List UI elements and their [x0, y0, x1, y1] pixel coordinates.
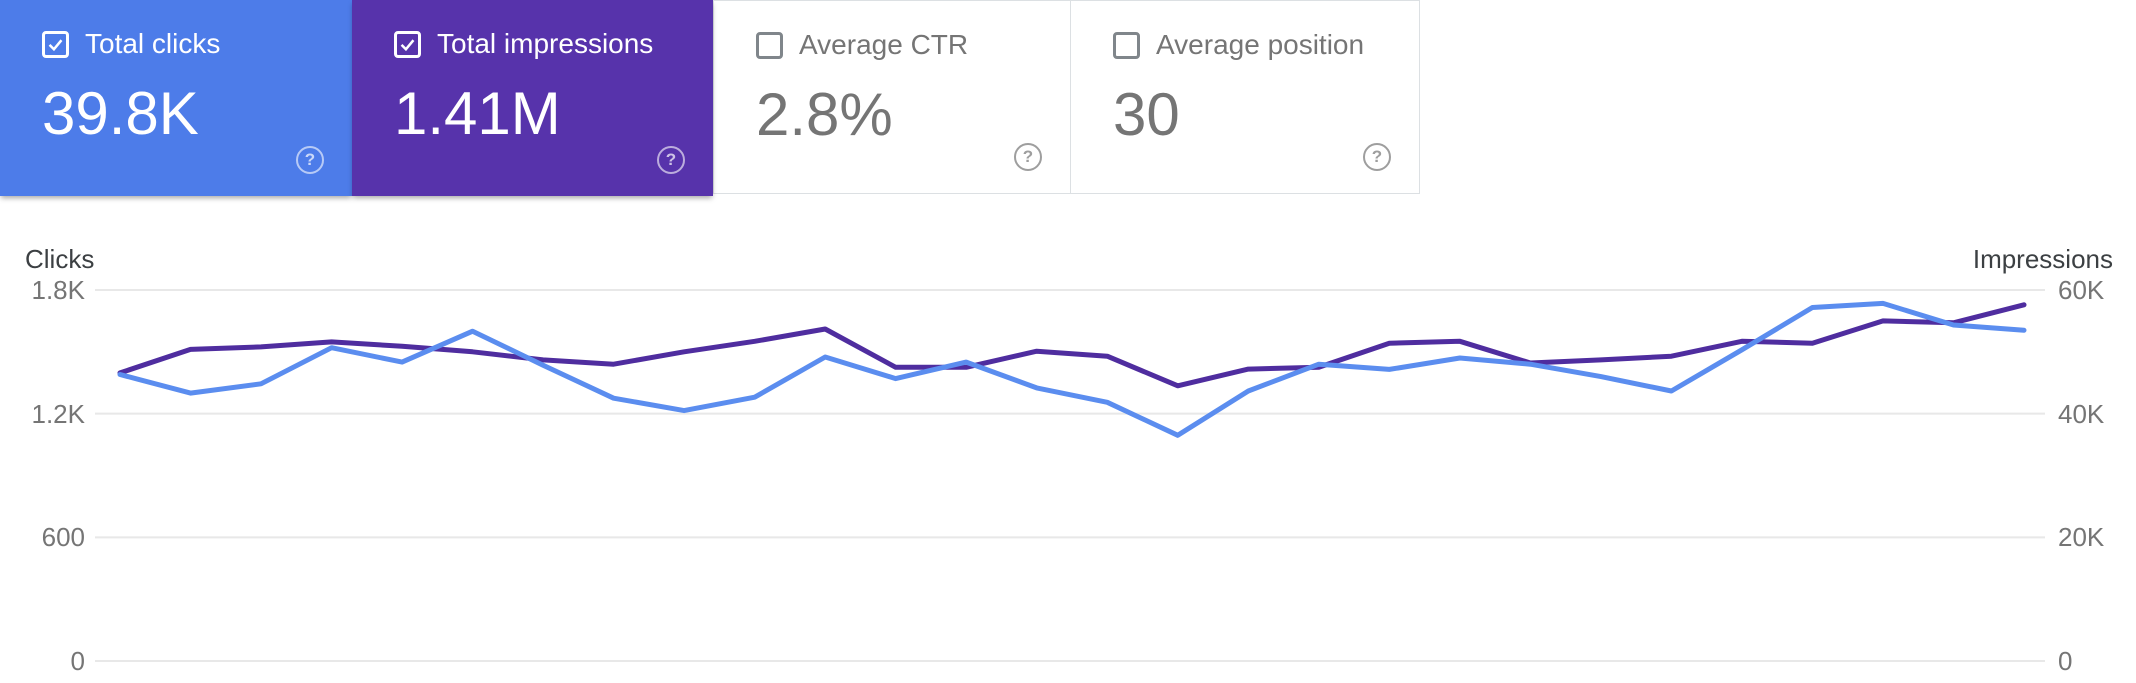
- metric-card-value: 30: [1113, 81, 1180, 148]
- metric-card-value: 2.8%: [756, 81, 893, 148]
- metric-card-average-ctr[interactable]: Average CTR 2.8% ?: [713, 0, 1071, 194]
- metric-card-average-position[interactable]: Average position 30 ?: [1071, 0, 1420, 194]
- help-icon[interactable]: ?: [657, 146, 685, 174]
- right-axis-tick: 0: [2058, 646, 2073, 676]
- right-axis-tick: 40K: [2058, 399, 2105, 429]
- right-axis-tick: 20K: [2058, 522, 2105, 552]
- metric-card-total-clicks[interactable]: Total clicks 39.8K ?: [0, 0, 352, 196]
- left-axis-tick: 1.8K: [31, 275, 86, 305]
- right-axis-title: Impressions: [1972, 244, 2113, 274]
- right-axis-tick: 60K: [2058, 275, 2105, 305]
- metric-card-label: Total impressions: [437, 28, 654, 59]
- impressions-line-series: [117, 302, 2027, 389]
- left-axis-title: Clicks: [25, 244, 95, 274]
- left-axis-tick: 600: [41, 522, 85, 552]
- left-axis-tick: 0: [70, 646, 85, 676]
- average-position-checkbox-icon[interactable]: [1113, 31, 1140, 59]
- metric-card-label: Average position: [1156, 29, 1365, 60]
- left-axis-tick: 1.2K: [31, 399, 86, 429]
- help-icon[interactable]: ?: [1014, 143, 1042, 171]
- metric-card-label: Average CTR: [799, 29, 969, 60]
- metric-cards-row: Total clicks 39.8K ? Total impressions 1…: [0, 0, 1420, 196]
- metric-card-value: 1.41M: [394, 80, 561, 147]
- help-icon[interactable]: ?: [296, 146, 324, 174]
- total-impressions-checkbox-icon[interactable]: [394, 30, 421, 58]
- metric-card-value: 39.8K: [42, 80, 199, 147]
- total-clicks-checkbox-icon[interactable]: [42, 30, 69, 58]
- metric-card-label: Total clicks: [85, 28, 221, 59]
- metric-card-total-impressions[interactable]: Total impressions 1.41M ?: [352, 0, 713, 196]
- help-icon[interactable]: ?: [1363, 143, 1391, 171]
- clicks-line-series: [117, 300, 2027, 438]
- average-ctr-checkbox-icon[interactable]: [756, 31, 783, 59]
